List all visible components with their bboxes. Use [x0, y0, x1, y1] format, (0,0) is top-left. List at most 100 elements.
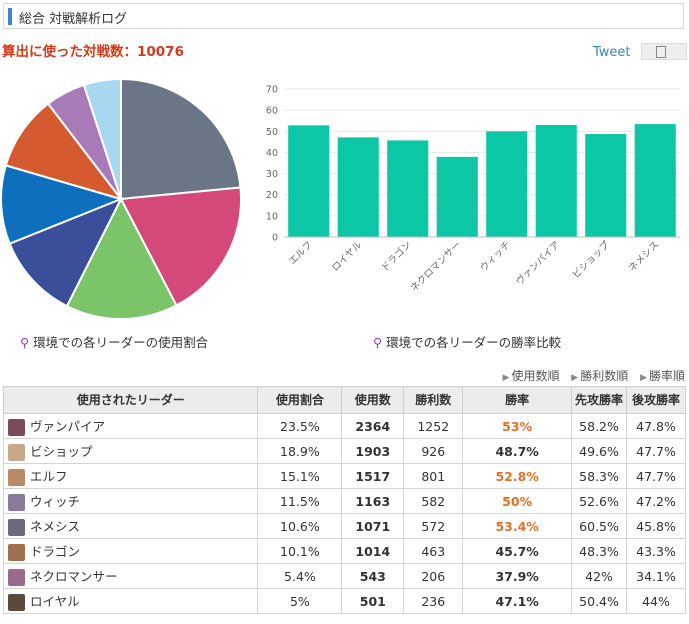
share-button[interactable] [641, 43, 687, 60]
col-uses[interactable]: 使用数 [341, 386, 405, 414]
leader-name: エルフ [30, 469, 68, 484]
col-second-rate[interactable]: 後攻勝率 [626, 386, 686, 414]
table-row: ヴァンパイア 23.5% 2364 1252 53% 58.2% 47.8% [2, 413, 686, 439]
pie-slice-0[interactable] [120, 78, 242, 201]
pie-caption-text: 環境での各リーダーの使用割合 [33, 335, 209, 350]
bar-7[interactable] [634, 124, 676, 237]
table-row: ロイヤル 5% 501 236 47.1% 50.4% 44% [2, 588, 686, 614]
sort-label: 使用数順 [511, 369, 560, 383]
pie-slice-3[interactable] [8, 197, 124, 308]
leader-name: ドラゴン [30, 544, 81, 559]
leader-avatar [8, 569, 25, 586]
table-row: ウィッチ 11.5% 1163 582 50% 52.6% 47.2% [2, 488, 686, 514]
leader-cell: ウィッチ [2, 488, 259, 514]
second-rate-cell: 44% [626, 588, 686, 614]
y-tick-label: 40 [266, 148, 278, 159]
uses-cell: 501 [341, 588, 405, 614]
uses-cell: 543 [341, 563, 405, 589]
leader-avatar [8, 469, 25, 486]
rate-cell: 48.7% [462, 438, 573, 464]
map-pin-icon: ⚲ [373, 335, 383, 350]
map-pin-icon: ⚲ [20, 335, 30, 350]
share-cell: 10.1% [257, 538, 343, 564]
first-rate-cell: 48.3% [571, 538, 628, 564]
pie-slice-2[interactable] [65, 196, 178, 320]
col-wins[interactable]: 勝利数 [403, 386, 464, 414]
uses-cell: 1903 [341, 438, 405, 464]
x-tick-label: エルフ [287, 239, 315, 267]
share-cell: 11.5% [257, 488, 343, 514]
x-tick-label: ビショップ [570, 239, 612, 281]
document-icon [656, 46, 666, 58]
col-rate[interactable]: 勝率 [462, 386, 573, 414]
wins-cell: 1252 [403, 413, 464, 439]
table-row: エルフ 15.1% 1517 801 52.8% 58.3% 47.7% [2, 463, 686, 489]
first-rate-cell: 50.4% [571, 588, 628, 614]
pie-slice-1[interactable] [119, 186, 242, 307]
x-tick-label: ドラゴン [379, 239, 414, 274]
share-cell: 10.6% [257, 513, 343, 539]
bar-6[interactable] [585, 134, 627, 237]
second-rate-cell: 45.8% [626, 513, 686, 539]
second-rate-cell: 47.7% [626, 438, 686, 464]
table-row: ビショップ 18.9% 1903 926 48.7% 49.6% 47.7% [2, 438, 686, 464]
pie-slice-4[interactable] [0, 164, 125, 245]
sort-label: 勝率順 [648, 369, 685, 383]
bar-3[interactable] [436, 156, 478, 237]
wins-cell: 926 [403, 438, 464, 464]
bar-5[interactable] [535, 124, 577, 237]
page-title: 総合 対戦解析ログ [19, 12, 128, 27]
sort-by-rate[interactable]: ▶ 勝率順 [640, 369, 685, 383]
first-rate-cell: 49.6% [571, 438, 628, 464]
bar-1[interactable] [337, 137, 379, 237]
rate-cell: 52.8% [462, 463, 573, 489]
pie-slice-7[interactable] [82, 78, 122, 200]
triangle-right-icon: ▶ [502, 373, 510, 383]
y-tick-label: 60 [266, 106, 278, 117]
wins-cell: 582 [403, 488, 464, 514]
usage-pie-chart [0, 78, 242, 320]
tweet-button[interactable]: Tweet [593, 45, 631, 60]
leader-avatar [8, 444, 25, 461]
bar-4[interactable] [486, 131, 528, 237]
battle-count: 算出に使った対戦数：10076 [2, 44, 184, 60]
table-body: ヴァンパイア 23.5% 2364 1252 53% 58.2% 47.8% ビショップ 18.… [2, 413, 686, 614]
x-tick-label: ヴァンパイア [514, 239, 563, 288]
second-rate-cell: 47.8% [626, 413, 686, 439]
share-cell: 5% [257, 588, 343, 614]
sort-links: ▶ 使用数順 ▶ 勝利数順 ▶ 勝率順 [495, 367, 685, 384]
rate-cell: 45.7% [462, 538, 573, 564]
triangle-right-icon: ▶ [640, 373, 647, 383]
share-cell: 5.4% [257, 563, 343, 589]
second-rate-cell: 47.7% [626, 463, 686, 489]
sort-by-wins[interactable]: ▶ 勝利数順 [571, 369, 628, 383]
sort-by-uses[interactable]: ▶ 使用数順 [503, 369, 560, 383]
header-accent [8, 8, 12, 25]
leader-cell: ヴァンパイア [2, 413, 259, 439]
y-tick-label: 50 [266, 127, 278, 138]
uses-cell: 1517 [341, 463, 405, 489]
uses-cell: 1163 [341, 488, 405, 514]
pie-slice-5[interactable] [4, 102, 124, 201]
sort-label: 勝利数順 [580, 369, 629, 383]
leader-name: ヴァンパイア [30, 419, 106, 434]
col-share[interactable]: 使用割合 [257, 386, 343, 414]
y-tick-label: 70 [266, 85, 278, 96]
first-rate-cell: 60.5% [571, 513, 628, 539]
leader-avatar [8, 594, 25, 611]
col-leader[interactable]: 使用されたリーダー [2, 386, 259, 414]
first-rate-cell: 52.6% [571, 488, 628, 514]
col-first-rate[interactable]: 先攻勝率 [571, 386, 628, 414]
leader-cell: ロイヤル [2, 588, 259, 614]
bar-0[interactable] [288, 125, 330, 237]
uses-cell: 1014 [341, 538, 405, 564]
leader-name: ビショップ [30, 444, 93, 459]
leader-cell: ネクロマンサー [2, 563, 259, 589]
second-rate-cell: 47.2% [626, 488, 686, 514]
share-cell: 18.9% [257, 438, 343, 464]
leader-name: ロイヤル [30, 594, 80, 609]
uses-cell: 2364 [341, 413, 405, 439]
rate-cell: 47.1% [462, 588, 573, 614]
triangle-right-icon: ▶ [571, 373, 579, 383]
bar-2[interactable] [387, 140, 429, 237]
